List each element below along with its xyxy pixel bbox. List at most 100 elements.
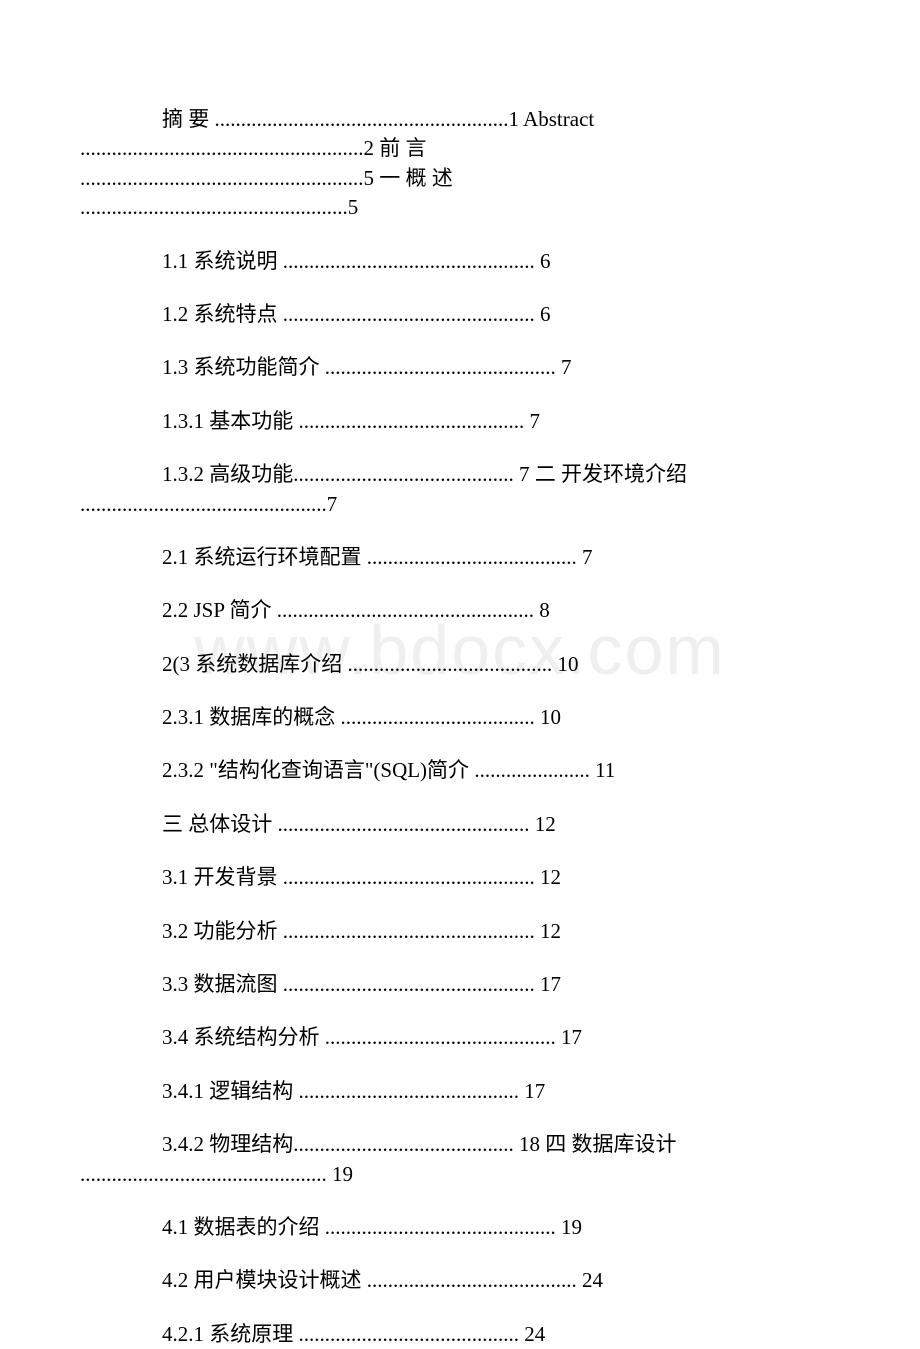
toc-entry-2-3-1: 2.3.1 数据库的概念 ...........................… <box>162 703 840 732</box>
toc-page: 6 <box>540 249 551 273</box>
toc-page: 19 <box>332 1162 353 1186</box>
toc-page: 8 <box>539 598 550 622</box>
toc-page: 19 <box>561 1215 582 1239</box>
toc-page: 11 <box>595 758 615 782</box>
toc-dots: ........................................… <box>80 195 348 219</box>
toc-dots: ........................................… <box>283 865 540 889</box>
toc-label: 2(3 系统数据库介绍 <box>162 652 348 676</box>
toc-entry-2-3: 2(3 系统数据库介绍 ............................… <box>162 650 840 679</box>
toc-dots: ........................................… <box>283 972 540 996</box>
toc-label: 4.1 数据表的介绍 <box>162 1215 325 1239</box>
toc-label-overview: 一 概 述 <box>374 166 453 190</box>
toc-label: 三 总体设计 <box>162 812 278 836</box>
toc-entry-2-2: 2.2 JSP 简介 .............................… <box>162 596 840 625</box>
toc-label: 4.2.1 系统原理 <box>162 1322 299 1346</box>
toc-dots: ........................................… <box>293 462 519 486</box>
toc-dots: ........................................… <box>283 249 540 273</box>
toc-page: 10 <box>540 705 561 729</box>
toc-label-1-3-2: 1.3.2 高级功能 <box>80 460 293 489</box>
toc-page: 6 <box>540 302 551 326</box>
toc-page: 12 <box>535 812 556 836</box>
toc-page: 12 <box>540 865 561 889</box>
toc-page: 1 <box>509 107 520 131</box>
toc-entry-2-1: 2.1 系统运行环境配置 ...........................… <box>162 543 840 572</box>
toc-dots: ........................................… <box>299 1079 525 1103</box>
toc-dots: ........................................… <box>325 355 561 379</box>
toc-entry-3-2: 3.2 功能分析 ...............................… <box>162 917 840 946</box>
toc-entry-4-1: 4.1 数据表的介绍 .............................… <box>162 1213 840 1242</box>
toc-label-3-4-2: 3.4.2 物理结构 <box>80 1130 293 1159</box>
toc-dots: ....................................... <box>348 652 558 676</box>
toc-page: 7 <box>519 462 530 486</box>
toc-dots: ........................................… <box>325 1215 561 1239</box>
toc-group-section4: 3.4.2 物理结构 .............................… <box>80 1130 840 1189</box>
toc-label-db-design: 四 数据库设计 <box>540 1132 677 1156</box>
toc-dots: ........................................… <box>80 1162 332 1186</box>
toc-label: 3.4.1 逻辑结构 <box>162 1079 299 1103</box>
toc-dots: ........................................… <box>283 302 540 326</box>
toc-entry-1-3-1: 1.3.1 基本功能 .............................… <box>162 407 840 436</box>
toc-entry-4-2: 4.2 用户模块设计概述 ...........................… <box>162 1266 840 1295</box>
toc-page: 24 <box>524 1322 545 1346</box>
toc-dots: ..................................... <box>341 705 541 729</box>
toc-entry-3-1: 3.1 开发背景 ...............................… <box>162 863 840 892</box>
toc-page: 17 <box>540 972 561 996</box>
table-of-contents: 摘 要 ....................................… <box>0 105 920 1349</box>
toc-label-abstract-en: Abstract <box>519 107 594 131</box>
toc-label: 1.2 系统特点 <box>162 302 283 326</box>
toc-dots: ........................................… <box>80 166 364 190</box>
toc-label: 3.3 数据流图 <box>162 972 283 996</box>
toc-label: 2.3.1 数据库的概念 <box>162 705 341 729</box>
toc-label: 2.3.2 "结构化查询语言"(SQL)简介 <box>162 758 474 782</box>
toc-dots: ........................................… <box>299 409 530 433</box>
toc-group-section2: 1.3.2 高级功能 .............................… <box>80 460 840 519</box>
toc-label: 4.2 用户模块设计概述 <box>162 1268 367 1292</box>
toc-page: 17 <box>561 1025 582 1049</box>
toc-dots: ........................................ <box>367 1268 582 1292</box>
toc-page: 5 <box>364 166 375 190</box>
toc-page: 2 <box>364 136 375 160</box>
toc-group-top: 摘 要 ....................................… <box>80 105 840 223</box>
toc-dots: ........................................… <box>278 812 535 836</box>
toc-entry-2-3-2: 2.3.2 "结构化查询语言"(SQL)简介 .................… <box>162 756 840 785</box>
toc-label: 1.1 系统说明 <box>162 249 283 273</box>
toc-dots: ........................................… <box>277 598 540 622</box>
toc-label: 1.3 系统功能简介 <box>162 355 325 379</box>
toc-entry-1-1: 1.1 系统说明 ...............................… <box>162 247 840 276</box>
toc-entry-1-2: 1.2 系统特点 ...............................… <box>162 300 840 329</box>
toc-label-preface: 前 言 <box>374 136 427 160</box>
toc-dots: ...................... <box>474 758 595 782</box>
toc-page: 7 <box>530 409 541 433</box>
toc-label: 2.2 JSP 简介 <box>162 598 277 622</box>
toc-page: 7 <box>327 492 338 516</box>
toc-page: 18 <box>519 1132 540 1156</box>
toc-entry-3-3: 3.3 数据流图 ...............................… <box>162 970 840 999</box>
toc-entry-1-3: 1.3 系统功能简介 .............................… <box>162 353 840 382</box>
toc-entry-3: 三 总体设计 .................................… <box>162 810 840 839</box>
toc-label: 1.3.1 基本功能 <box>162 409 299 433</box>
toc-dots: ........................................… <box>325 1025 561 1049</box>
toc-page: 5 <box>348 195 359 219</box>
toc-entry-3-4-1: 3.4.1 逻辑结构 .............................… <box>162 1077 840 1106</box>
toc-page: 10 <box>558 652 579 676</box>
toc-entry-3-4: 3.4 系统结构分析 .............................… <box>162 1023 840 1052</box>
toc-page: 12 <box>540 919 561 943</box>
toc-dots: ........................................… <box>293 1132 519 1156</box>
toc-label-dev-env: 二 开发环境介绍 <box>530 462 688 486</box>
toc-dots: ........................................… <box>209 107 508 131</box>
toc-page: 17 <box>524 1079 545 1103</box>
toc-label-abstract-cn: 摘 要 <box>80 105 209 134</box>
toc-label: 3.2 功能分析 <box>162 919 283 943</box>
toc-label: 3.4 系统结构分析 <box>162 1025 325 1049</box>
toc-page: 24 <box>582 1268 603 1292</box>
toc-dots: ........................................… <box>299 1322 525 1346</box>
toc-page: 7 <box>561 355 572 379</box>
toc-dots: ........................................ <box>367 545 582 569</box>
toc-entry-4-2-1: 4.2.1 系统原理 .............................… <box>162 1320 840 1349</box>
toc-page: 7 <box>582 545 593 569</box>
toc-label: 3.1 开发背景 <box>162 865 283 889</box>
toc-dots: ........................................… <box>283 919 540 943</box>
toc-dots: ........................................… <box>80 492 327 516</box>
toc-dots: ........................................… <box>80 136 364 160</box>
toc-label: 2.1 系统运行环境配置 <box>162 545 367 569</box>
